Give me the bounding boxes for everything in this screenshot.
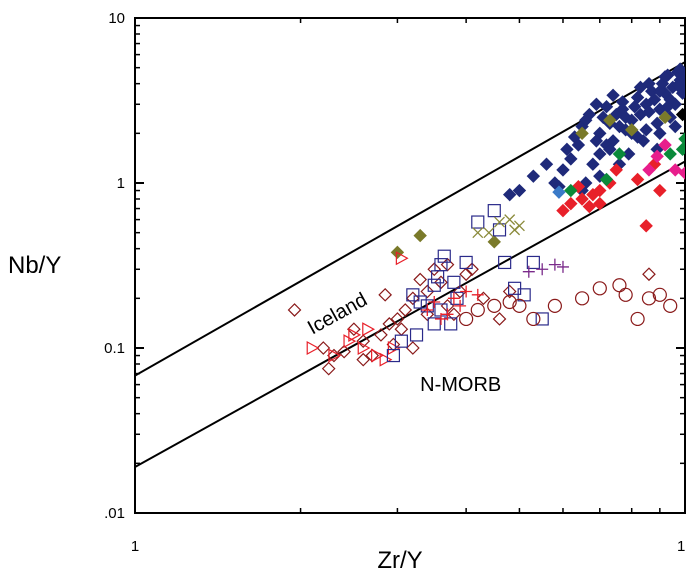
data-point-diamond-open [323,363,335,375]
data-point-plus [472,289,484,301]
x-tick-label: 1 [131,538,139,555]
data-point-square-open [460,256,472,268]
data-point-cross [495,217,505,227]
data-point-diamond-filled [414,230,426,242]
data-point-diamond-filled [654,127,666,139]
data-point-diamond-filled [488,236,500,248]
data-point-triangle-right-open [363,323,374,335]
data-point-circle-open [488,299,501,312]
x-tick-label: 10 [677,538,686,555]
data-point-cross [473,228,483,238]
plot-frame [135,18,685,513]
data-point-circle-open [576,292,589,305]
annotation-label: N-MORB [420,374,501,396]
data-point-square-open [428,318,440,330]
y-tick-label: 1 [117,175,125,192]
data-point-circle-open [527,312,540,325]
data-point-square-open [411,329,423,341]
data-point-plus [523,266,535,278]
data-point-plus [536,263,548,275]
data-point-circle-open [460,312,473,325]
data-point-circle-open [613,279,626,292]
data-point-diamond-filled [601,101,613,113]
data-point-diamond-filled [654,185,666,197]
data-point-diamond-filled [527,170,539,182]
data-point-diamond-filled [607,89,619,101]
data-point-circle-open [471,303,484,316]
data-point-diamond-open [379,289,391,301]
data-point-diamond-filled [587,158,599,170]
annotations: Iceland N-MORB [304,289,501,396]
data-point-diamond-open [407,342,419,354]
data-point-diamond-filled [590,98,602,110]
data-point-plus [549,259,561,271]
data-point-square-open [395,335,407,347]
data-point-cross [505,215,515,225]
data-point-circle-open [619,288,632,301]
data-point-circle-open [548,299,561,312]
data-point-cross [510,225,520,235]
annotation-label: Iceland [304,289,371,340]
data-point-circle-open [664,299,677,312]
data-point-diamond-filled [677,143,686,155]
data-point-plus [557,261,569,273]
data-point-diamond-open [494,313,506,325]
data-point-plus [421,304,433,316]
data-point-diamond-open [643,268,655,280]
y-tick-label: 10 [108,10,125,27]
data-point-diamond-open [477,292,489,304]
data-point-diamond-filled [632,174,644,186]
x-axis-title: Zr/Y [377,547,422,574]
data-point-diamond-filled [640,220,652,232]
data-point-diamond-filled [541,158,553,170]
data-point-circle-open [653,288,666,301]
y-tick-label: .01 [104,505,125,522]
data-point-diamond-open [366,350,378,362]
data-point-circle-open [631,312,644,325]
data-point-diamond-filled [640,124,652,136]
y-tick-label: 0.1 [104,340,125,357]
data-point-diamond-open [357,354,369,366]
data-point-diamond-filled [677,109,686,121]
data-point-cross [484,228,494,238]
data-point-diamond-open [428,263,440,275]
data-point-square-open [407,289,419,301]
data-point-diamond-open [407,292,419,304]
data-point-diamond-filled [594,198,606,210]
data-point-diamond-open [414,274,426,286]
data-point-square-open [472,216,484,228]
data-points [289,63,686,374]
data-point-diamond-open [289,304,301,316]
data-point-diamond-filled [557,164,569,176]
y-axis-title: Nb/Y [8,252,61,279]
data-point-square-open [488,205,500,217]
data-point-circle-open [593,282,606,295]
